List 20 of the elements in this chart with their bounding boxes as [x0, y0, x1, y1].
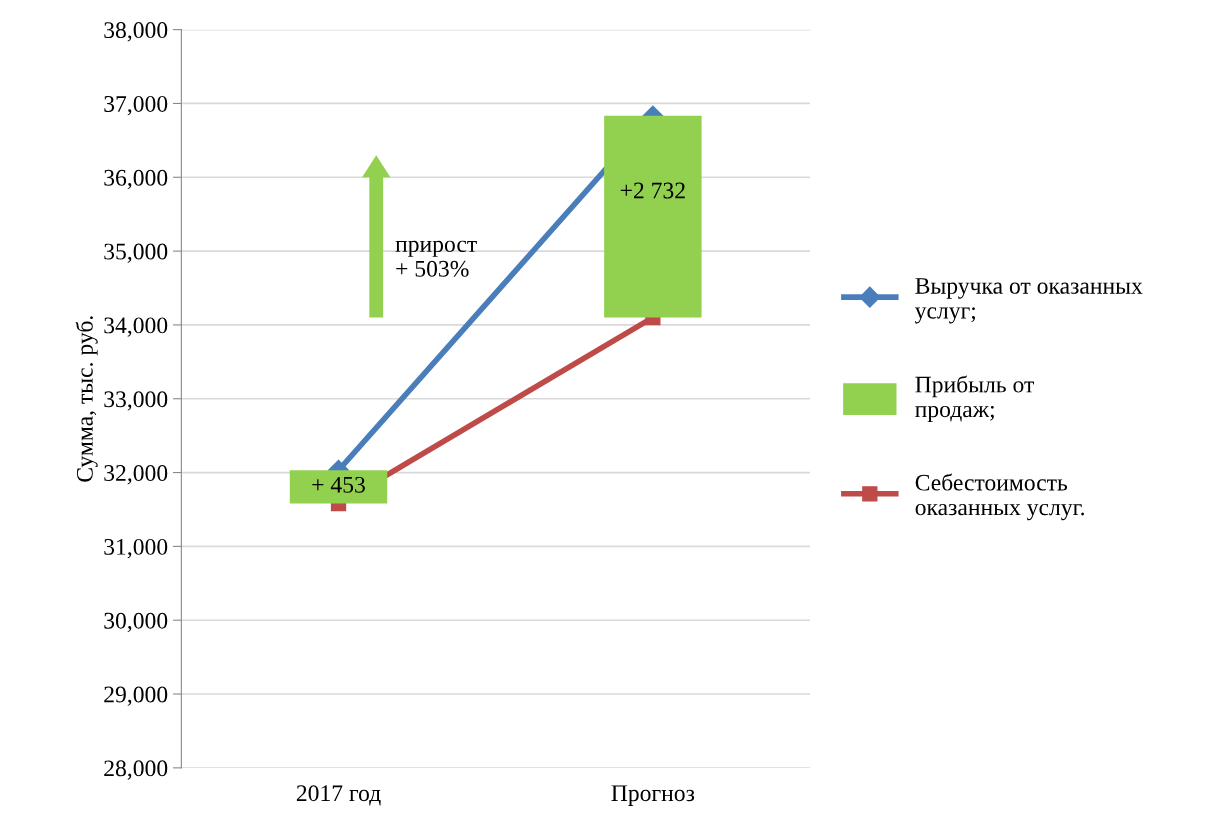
x-tick-label: 2017 год: [296, 785, 381, 806]
y-axis-title: Сумма, тыс. руб.: [75, 316, 98, 482]
y-tick-label: 28,000: [104, 760, 168, 780]
y-tick-label: 29,000: [104, 686, 168, 706]
y-tick-label: 32,000: [104, 465, 168, 485]
y-tick-label: 31,000: [104, 538, 168, 559]
y-tick-label: 38,000: [104, 22, 168, 42]
y-tick-label: 34,000: [104, 317, 168, 337]
legend-label: Прибыль от продаж;: [915, 375, 1034, 423]
y-tick-label: 36,000: [104, 169, 168, 190]
annotation: прирост + 503%: [395, 240, 477, 277]
legend-label: Выручка от оказанных услуг;: [914, 278, 1143, 324]
data-label: +2 732: [620, 182, 685, 199]
y-tick-label: 30,000: [104, 612, 168, 633]
x-tick-label: Прогноз: [611, 785, 695, 806]
y-tick-label: 37,000: [104, 95, 168, 116]
legend-label: Себестоимость оказанных услуг.: [915, 473, 1084, 521]
y-tick-label: 33,000: [104, 391, 168, 411]
y-tick-label: 35,000: [104, 243, 168, 263]
data-label: + 453: [312, 476, 365, 493]
